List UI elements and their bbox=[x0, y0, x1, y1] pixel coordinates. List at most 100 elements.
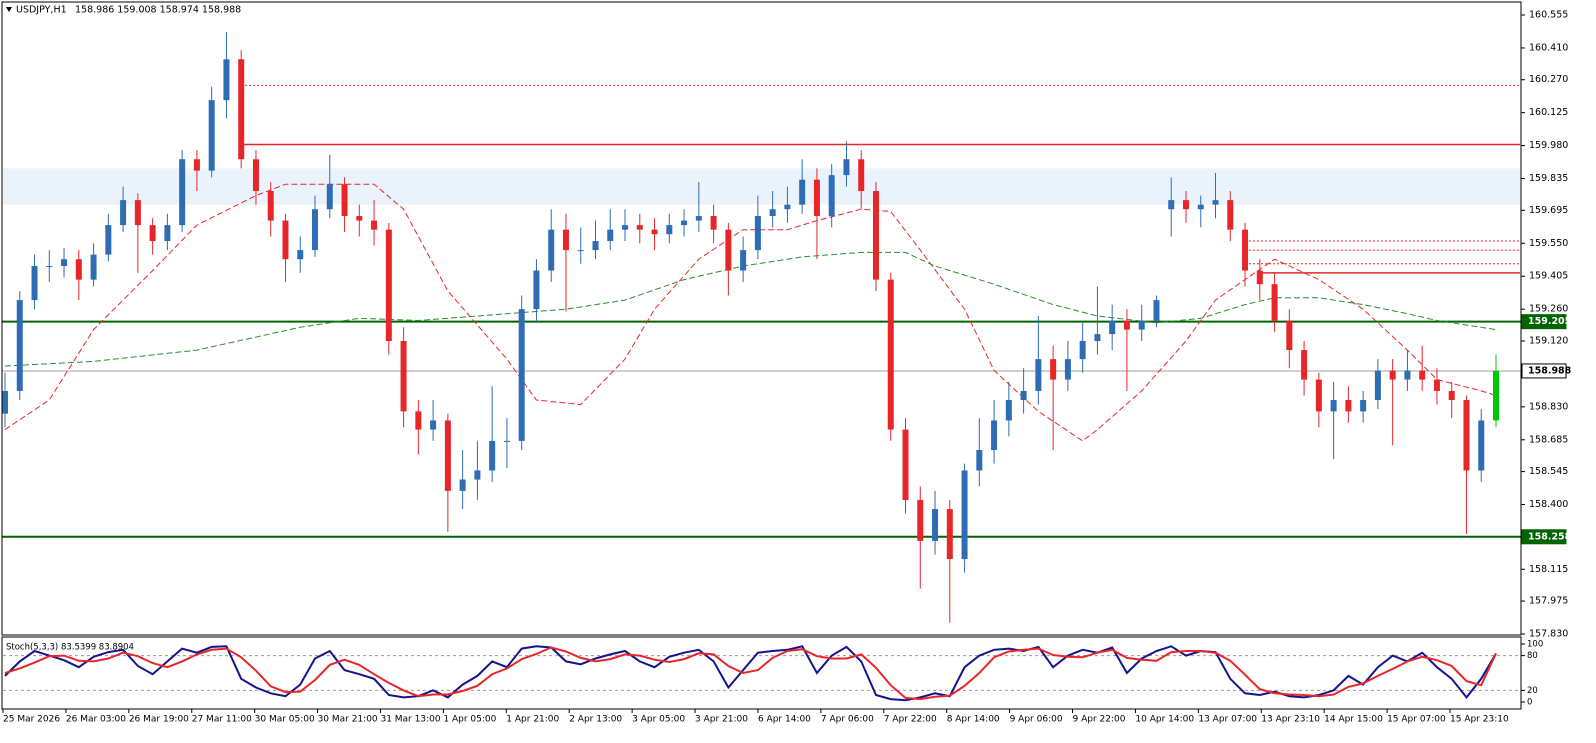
candle-body bbox=[533, 270, 540, 310]
candle-body bbox=[917, 499, 924, 541]
candle-body bbox=[1345, 400, 1352, 412]
candle-body bbox=[164, 225, 171, 242]
stoch-tick-label: 80 bbox=[1527, 651, 1538, 661]
candle-body bbox=[1433, 379, 1440, 391]
candle-body bbox=[105, 225, 112, 255]
x-tick-label: 14 Apr 15:00 bbox=[1324, 715, 1383, 725]
y-tick-label: 159.980 bbox=[1529, 140, 1568, 151]
candle-body bbox=[430, 420, 437, 430]
y-tick-label: 157.830 bbox=[1529, 629, 1568, 640]
candle-body bbox=[902, 429, 909, 500]
y-tick-label: 158.545 bbox=[1529, 466, 1568, 477]
candle-body bbox=[1478, 420, 1485, 471]
x-tick-label: 15 Apr 23:10 bbox=[1450, 715, 1509, 725]
candle-body bbox=[1123, 320, 1130, 330]
candle-body bbox=[518, 309, 525, 441]
candle-body bbox=[1389, 370, 1396, 380]
x-tick-label: 9 Apr 22:00 bbox=[1073, 715, 1126, 725]
x-tick-label: 8 Apr 14:00 bbox=[947, 715, 1000, 725]
candle-body bbox=[1242, 229, 1249, 271]
symbol: USDJPY,H1 bbox=[16, 5, 67, 16]
x-tick-label: 13 Apr 07:00 bbox=[1198, 715, 1257, 725]
candle-body bbox=[799, 179, 806, 205]
candle-body bbox=[1050, 359, 1057, 380]
stoch-line bbox=[4, 645, 1497, 702]
candle-body bbox=[1330, 400, 1337, 412]
candle-body bbox=[872, 191, 879, 280]
candle-body bbox=[991, 420, 998, 451]
candle-body bbox=[1197, 204, 1204, 210]
y-tick-label: 158.830 bbox=[1529, 401, 1568, 412]
candle-body bbox=[444, 420, 451, 491]
candle-body bbox=[754, 216, 761, 251]
x-tick-label: 27 Mar 11:00 bbox=[192, 715, 252, 725]
candle-body bbox=[1419, 370, 1426, 380]
moving-average bbox=[4, 251, 1497, 367]
y-tick-label: 159.695 bbox=[1529, 205, 1568, 216]
candle-body bbox=[636, 225, 643, 230]
candle-body bbox=[1374, 370, 1381, 401]
candle-body bbox=[252, 159, 259, 192]
x-tick-label: 3 Apr 05:00 bbox=[632, 715, 685, 725]
candle-body bbox=[813, 179, 820, 217]
candle-body bbox=[548, 229, 555, 271]
y-tick-label: 160.125 bbox=[1529, 107, 1568, 118]
candle-body bbox=[607, 229, 614, 242]
candle-body bbox=[267, 191, 274, 221]
price-label-box bbox=[1521, 314, 1567, 330]
candle-body bbox=[385, 229, 392, 341]
candle-body bbox=[503, 440, 510, 442]
y-tick-label: 159.120 bbox=[1529, 335, 1568, 346]
candle-body bbox=[1404, 370, 1411, 380]
candle-body bbox=[1153, 300, 1160, 321]
candle-body bbox=[120, 200, 127, 226]
y-tick-label: 158.685 bbox=[1529, 434, 1568, 445]
y-tick-label: 160.410 bbox=[1529, 42, 1568, 53]
candle-body bbox=[134, 200, 141, 226]
candle-body bbox=[46, 266, 53, 268]
candle-body bbox=[1109, 320, 1116, 335]
menu-arrow[interactable] bbox=[6, 7, 12, 12]
candle-body bbox=[666, 225, 673, 235]
x-tick-label: 25 Mar 2026 bbox=[3, 715, 60, 725]
stoch-frame bbox=[1, 636, 1522, 710]
candle-body bbox=[400, 340, 407, 412]
candle-body bbox=[341, 184, 348, 217]
stoch-tick-label: 20 bbox=[1527, 686, 1538, 696]
x-tick-label: 3 Apr 21:00 bbox=[695, 715, 748, 725]
candle-body bbox=[961, 470, 968, 560]
candle-body bbox=[1168, 200, 1175, 210]
candle-body bbox=[1005, 400, 1012, 421]
supply-zone bbox=[3, 168, 1520, 205]
x-tick-label: 31 Mar 13:00 bbox=[380, 715, 440, 725]
y-tick-label: 159.405 bbox=[1529, 271, 1568, 282]
x-tick-label: 9 Apr 06:00 bbox=[1010, 715, 1063, 725]
candle-body bbox=[887, 279, 894, 430]
price-label: 159.205 bbox=[1528, 316, 1571, 327]
x-tick-label: 26 Mar 19:00 bbox=[129, 715, 189, 725]
candle-body bbox=[592, 241, 599, 251]
candle-body bbox=[725, 229, 732, 271]
y-tick-label: 159.835 bbox=[1529, 173, 1568, 184]
candle-body bbox=[1271, 284, 1278, 321]
candle-body bbox=[282, 220, 289, 260]
candle-body bbox=[843, 159, 850, 176]
candle-body bbox=[1360, 400, 1367, 412]
main-frame bbox=[1, 1, 1522, 636]
candle-body bbox=[61, 259, 68, 267]
candle-body bbox=[828, 175, 835, 217]
stoch-tick-label: 100 bbox=[1527, 640, 1543, 650]
stoch-title: Stoch(5,3,3) 83.5399 83.8904 bbox=[6, 643, 134, 653]
y-tick-label: 157.975 bbox=[1529, 596, 1568, 607]
y-tick-label: 158.400 bbox=[1529, 499, 1568, 510]
x-tick-label: 26 Mar 03:00 bbox=[66, 715, 126, 725]
candle-body bbox=[681, 220, 688, 226]
candle-body bbox=[312, 209, 319, 251]
candle-body bbox=[1463, 400, 1470, 471]
candle-body bbox=[1212, 200, 1219, 205]
candle-body bbox=[193, 159, 200, 171]
candle-body bbox=[740, 250, 747, 271]
x-tick-label: 2 Apr 13:00 bbox=[569, 715, 622, 725]
candle-body bbox=[371, 220, 378, 230]
